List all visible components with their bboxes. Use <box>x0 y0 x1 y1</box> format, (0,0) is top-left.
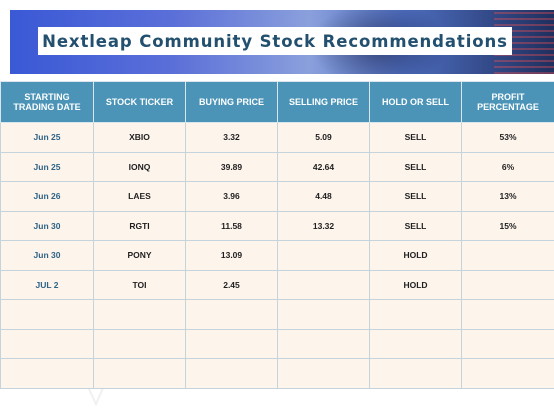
cell-ticker <box>93 358 186 389</box>
table-header-row: STARTING TRADING DATE STOCK TICKER BUYIN… <box>0 81 554 123</box>
cell-buying-price: 39.89 <box>185 151 278 182</box>
header-stock-ticker: STOCK TICKER <box>93 81 186 123</box>
cell-selling-price <box>277 328 370 359</box>
header-selling-price: SELLING PRICE <box>277 81 370 123</box>
cell-date: Jun 25 <box>0 122 94 153</box>
table-row: Jun 25 XBIO 3.32 5.09 SELL 53% <box>0 122 554 153</box>
cell-buying-price <box>185 358 278 389</box>
header-hold-or-sell: HOLD OR SELL <box>369 81 462 123</box>
cell-profit-percentage: 15% <box>461 210 554 241</box>
cell-hold-or-sell <box>369 328 462 359</box>
cell-ticker: RGTI <box>93 210 186 241</box>
cell-profit-percentage: 13% <box>461 181 554 212</box>
cell-date: Jun 25 <box>0 151 94 182</box>
cell-profit-percentage <box>461 269 554 300</box>
cell-hold-or-sell: SELL <box>369 181 462 212</box>
cell-selling-price <box>277 269 370 300</box>
cell-ticker: PONY <box>93 240 186 271</box>
table-row: Jun 26 LAES 3.96 4.48 SELL 13% <box>0 181 554 212</box>
table-row-empty <box>0 358 554 389</box>
header-profit-percentage: PROFIT PERCENTAGE <box>461 81 554 123</box>
cell-buying-price <box>185 299 278 330</box>
cell-ticker: TOI <box>93 269 186 300</box>
cell-buying-price <box>185 328 278 359</box>
cell-profit-percentage <box>461 299 554 330</box>
cell-ticker <box>93 299 186 330</box>
cell-selling-price: 42.64 <box>277 151 370 182</box>
cell-selling-price: 4.48 <box>277 181 370 212</box>
table-row-empty <box>0 299 554 330</box>
cell-ticker <box>93 328 186 359</box>
table-row: JUL 2 TOI 2.45 HOLD <box>0 269 554 300</box>
cell-selling-price <box>277 240 370 271</box>
cell-date <box>0 328 94 359</box>
cell-profit-percentage <box>461 240 554 271</box>
cell-selling-price <box>277 358 370 389</box>
cell-hold-or-sell <box>369 358 462 389</box>
cell-date: Jun 26 <box>0 181 94 212</box>
header-buying-price: BUYING PRICE <box>185 81 278 123</box>
cell-hold-or-sell <box>369 299 462 330</box>
cell-hold-or-sell: SELL <box>369 151 462 182</box>
stock-recommendations-table: STARTING TRADING DATE STOCK TICKER BUYIN… <box>0 81 554 389</box>
cell-hold-or-sell: HOLD <box>369 240 462 271</box>
cell-profit-percentage <box>461 328 554 359</box>
cell-buying-price: 3.96 <box>185 181 278 212</box>
cell-selling-price: 5.09 <box>277 122 370 153</box>
page-title: Nextleap Community Stock Recommendations <box>38 27 512 55</box>
table-row: Jun 30 PONY 13.09 HOLD <box>0 240 554 271</box>
cell-date: Jun 30 <box>0 210 94 241</box>
cell-profit-percentage: 6% <box>461 151 554 182</box>
cell-date: Jun 30 <box>0 240 94 271</box>
table-row-empty <box>0 328 554 359</box>
cell-ticker: LAES <box>93 181 186 212</box>
cell-profit-percentage: 53% <box>461 122 554 153</box>
cell-hold-or-sell: SELL <box>369 122 462 153</box>
cell-buying-price: 13.09 <box>185 240 278 271</box>
cell-date: JUL 2 <box>0 269 94 300</box>
cell-ticker: IONQ <box>93 151 186 182</box>
cell-date <box>0 299 94 330</box>
cell-ticker: XBIO <box>93 122 186 153</box>
cell-selling-price <box>277 299 370 330</box>
cell-selling-price: 13.32 <box>277 210 370 241</box>
cell-buying-price: 11.58 <box>185 210 278 241</box>
cell-buying-price: 3.32 <box>185 122 278 153</box>
header-starting-trading-date: STARTING TRADING DATE <box>0 81 94 123</box>
table-row: Jun 25 IONQ 39.89 42.64 SELL 6% <box>0 151 554 182</box>
cell-buying-price: 2.45 <box>185 269 278 300</box>
cell-date <box>0 358 94 389</box>
cell-profit-percentage <box>461 358 554 389</box>
cell-hold-or-sell: SELL <box>369 210 462 241</box>
cell-hold-or-sell: HOLD <box>369 269 462 300</box>
table-row: Jun 30 RGTI 11.58 13.32 SELL 15% <box>0 210 554 241</box>
